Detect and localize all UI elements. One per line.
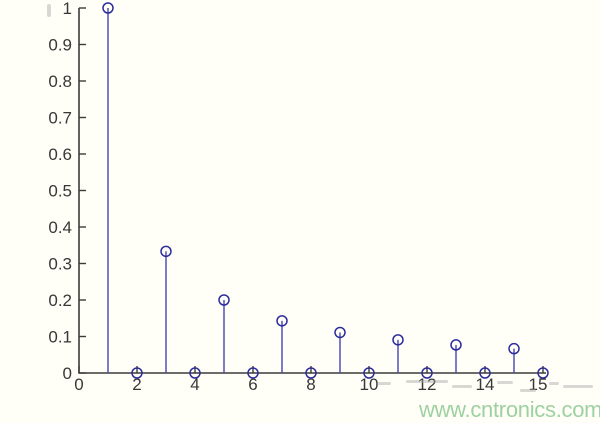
- y-tick-label: 0.5: [48, 182, 72, 201]
- y-tick-label: 0.6: [48, 145, 72, 164]
- residue-mark: [563, 385, 593, 388]
- residue-mark: [377, 382, 391, 385]
- x-tick-label: 14: [476, 375, 495, 394]
- stem-marker: [392, 334, 404, 346]
- y-tick-label: 0.2: [48, 291, 72, 310]
- stem-marker: [363, 367, 375, 379]
- y-tick-label: 1: [63, 0, 72, 18]
- stem-marker: [160, 245, 172, 258]
- x-tick-label: 0: [74, 375, 83, 394]
- stem-marker: [450, 339, 462, 351]
- y-tick-label: 0.8: [48, 72, 72, 91]
- residue-mark: [452, 385, 472, 388]
- stem-marker: [305, 367, 317, 379]
- y-tick-label: 0.3: [48, 255, 72, 274]
- x-tick-label: 8: [306, 375, 315, 394]
- y-tick-label: 0.9: [48, 36, 72, 55]
- x-tick-label: 15: [529, 375, 548, 394]
- axes: [78, 8, 546, 374]
- residue-mark: [497, 381, 513, 384]
- site-watermark: www.cntronics.com: [419, 397, 600, 422]
- residue-mark: [520, 389, 536, 392]
- y-tick-label: 0.7: [48, 109, 72, 128]
- y-tick-label: 0.1: [48, 328, 72, 347]
- stem-marker: [131, 367, 143, 379]
- x-tick-label: 6: [248, 375, 257, 394]
- stem-marker: [334, 326, 346, 339]
- residue-mark: [47, 4, 51, 17]
- stem-marker: [276, 315, 288, 327]
- x-tick-label: 10: [360, 375, 379, 394]
- residue-mark: [549, 382, 559, 385]
- stem-marker: [537, 367, 549, 379]
- y-tick-label: 0: [63, 364, 72, 383]
- stem-marker: [479, 367, 491, 379]
- x-tick-label: 4: [190, 375, 199, 394]
- x-tick-label: 2: [132, 375, 141, 394]
- stem-marker: [218, 294, 230, 306]
- stem-marker: [247, 367, 259, 379]
- y-tick-label: 0.4: [48, 218, 72, 237]
- stem-marker: [189, 367, 201, 379]
- stem-marker: [508, 342, 520, 355]
- x-tick-label: 12: [418, 375, 437, 394]
- stem-marker: [102, 2, 114, 14]
- residue-mark: [406, 380, 448, 383]
- stem-marker: [421, 367, 433, 379]
